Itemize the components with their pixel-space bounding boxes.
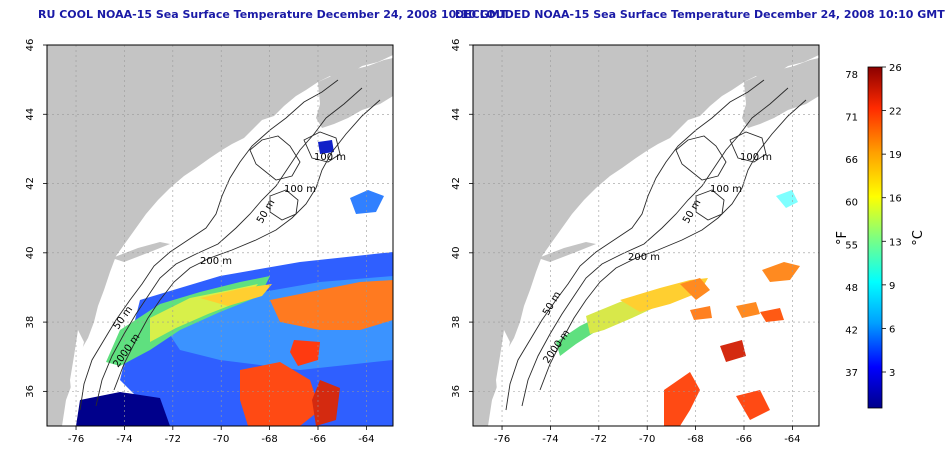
left-lon-tick-label: -68: [261, 434, 277, 445]
right-lon-tick-label: -68: [687, 434, 703, 445]
right-contour-label-1: 100 m: [740, 152, 772, 163]
left-grid-lines: [47, 44, 393, 426]
colorbar-celsius-tick: 22: [889, 107, 902, 118]
colorbar-celsius-tick: 6: [889, 324, 895, 335]
right-lon-tick-label: -76: [494, 434, 510, 445]
left-lat-tick-label: 38: [25, 316, 36, 329]
right-long-island: [538, 242, 596, 262]
left-lon-tick-label: -66: [310, 434, 326, 445]
left-map-title: RU COOL NOAA-15 Sea Surface Temperature …: [38, 8, 508, 21]
right-land-mass: [473, 45, 819, 426]
colorbar-celsius-tick: 13: [889, 237, 902, 248]
colorbar: 78 71 66 60 55 48 42 37 26 22 19 16 13 9 6 3 °F °C: [835, 63, 926, 409]
left-long-island: [112, 242, 170, 262]
left-lat-tick-label: 40: [25, 246, 36, 259]
colorbar-fahrenheit-tick: 48: [845, 283, 858, 294]
colorbar-celsius-tick: 26: [889, 63, 902, 74]
left-lat-tick-label: 36: [25, 385, 36, 398]
colorbar-fahrenheit-tick: 42: [845, 325, 858, 336]
left-bathymetry-contours: [79, 79, 381, 411]
right-lon-tick-label: -74: [542, 434, 558, 445]
right-contour-label-2: 100 m: [710, 184, 742, 195]
left-map-panel: 100 m 100 m 50 m 200 m 50 m 2000 m: [46, 44, 394, 427]
right-lon-tick-label: -70: [639, 434, 655, 445]
right-contour-label-4: 200 m: [628, 252, 660, 263]
right-lon-tick-label: -72: [591, 434, 607, 445]
colorbar-fahrenheit-tick: 55: [845, 240, 858, 251]
left-chesapeake-bay: [70, 330, 84, 400]
right-lat-tick-label: 36: [451, 385, 462, 398]
colorbar-fahrenheit-tick: 60: [845, 198, 858, 209]
left-lon-tick-label: -64: [358, 434, 374, 445]
colorbar-celsius-tick: 19: [889, 150, 902, 161]
right-lon-tick-label: -66: [736, 434, 752, 445]
left-lon-tick-label: -74: [116, 434, 132, 445]
left-contour-label-2: 100 m: [284, 184, 316, 195]
right-chesapeake-bay: [496, 330, 510, 400]
right-lat-tick-label: 44: [451, 108, 462, 121]
left-land-mass: [47, 45, 393, 426]
colorbar-gradient: [867, 66, 883, 409]
left-sst-swath: [76, 140, 393, 426]
colorbar-ticks: 78 71 66 60 55 48 42 37 26 22 19 16 13 9 6 3: [845, 63, 901, 379]
left-contour-label-4: 200 m: [200, 256, 232, 267]
colorbar-fahrenheit-tick: 66: [845, 155, 858, 166]
left-contour-label-1: 100 m: [314, 152, 346, 163]
left-lon-tick-label: -72: [165, 434, 181, 445]
right-lat-tick-label: 38: [451, 316, 462, 329]
right-map-panel: 100 m 100 m 50 m 200 m 50 m 2000 m: [472, 44, 820, 427]
right-bathymetry-contours: [505, 79, 807, 411]
right-map-title: DECLOUDED NOAA-15 Sea Surface Temperatur…: [455, 8, 945, 21]
left-lat-tick-label: 42: [25, 177, 36, 190]
left-lat-tick-label: 46: [25, 39, 36, 52]
colorbar-celsius-tick: 3: [889, 368, 895, 379]
colorbar-fahrenheit-tick: 71: [845, 113, 858, 124]
colorbar-fahrenheit-tick: 78: [845, 70, 858, 81]
right-map-frame: [472, 44, 820, 427]
right-grid-lines: [473, 44, 819, 426]
left-lon-tick-label: -76: [68, 434, 84, 445]
right-lat-tick-label: 46: [451, 39, 462, 52]
right-lat-tick-label: 42: [451, 177, 462, 190]
right-sst-swath: [556, 190, 800, 426]
left-lat-tick-label: 44: [25, 108, 36, 121]
colorbar-celsius-tick: 9: [889, 281, 895, 292]
axis-tick-labels: -76 -74 -72 -70 -68 -66 -64 36 38 40 42 44 46 -76 -74 -…: [25, 39, 801, 445]
left-map-frame: [46, 44, 394, 427]
colorbar-fahrenheit-label: °F: [835, 231, 850, 245]
left-lon-tick-label: -70: [213, 434, 229, 445]
colorbar-fahrenheit-tick: 37: [845, 368, 858, 379]
right-lat-tick-label: 40: [451, 246, 462, 259]
right-lon-tick-label: -64: [784, 434, 800, 445]
colorbar-celsius-label: °C: [911, 230, 926, 246]
colorbar-celsius-tick: 16: [889, 194, 902, 205]
